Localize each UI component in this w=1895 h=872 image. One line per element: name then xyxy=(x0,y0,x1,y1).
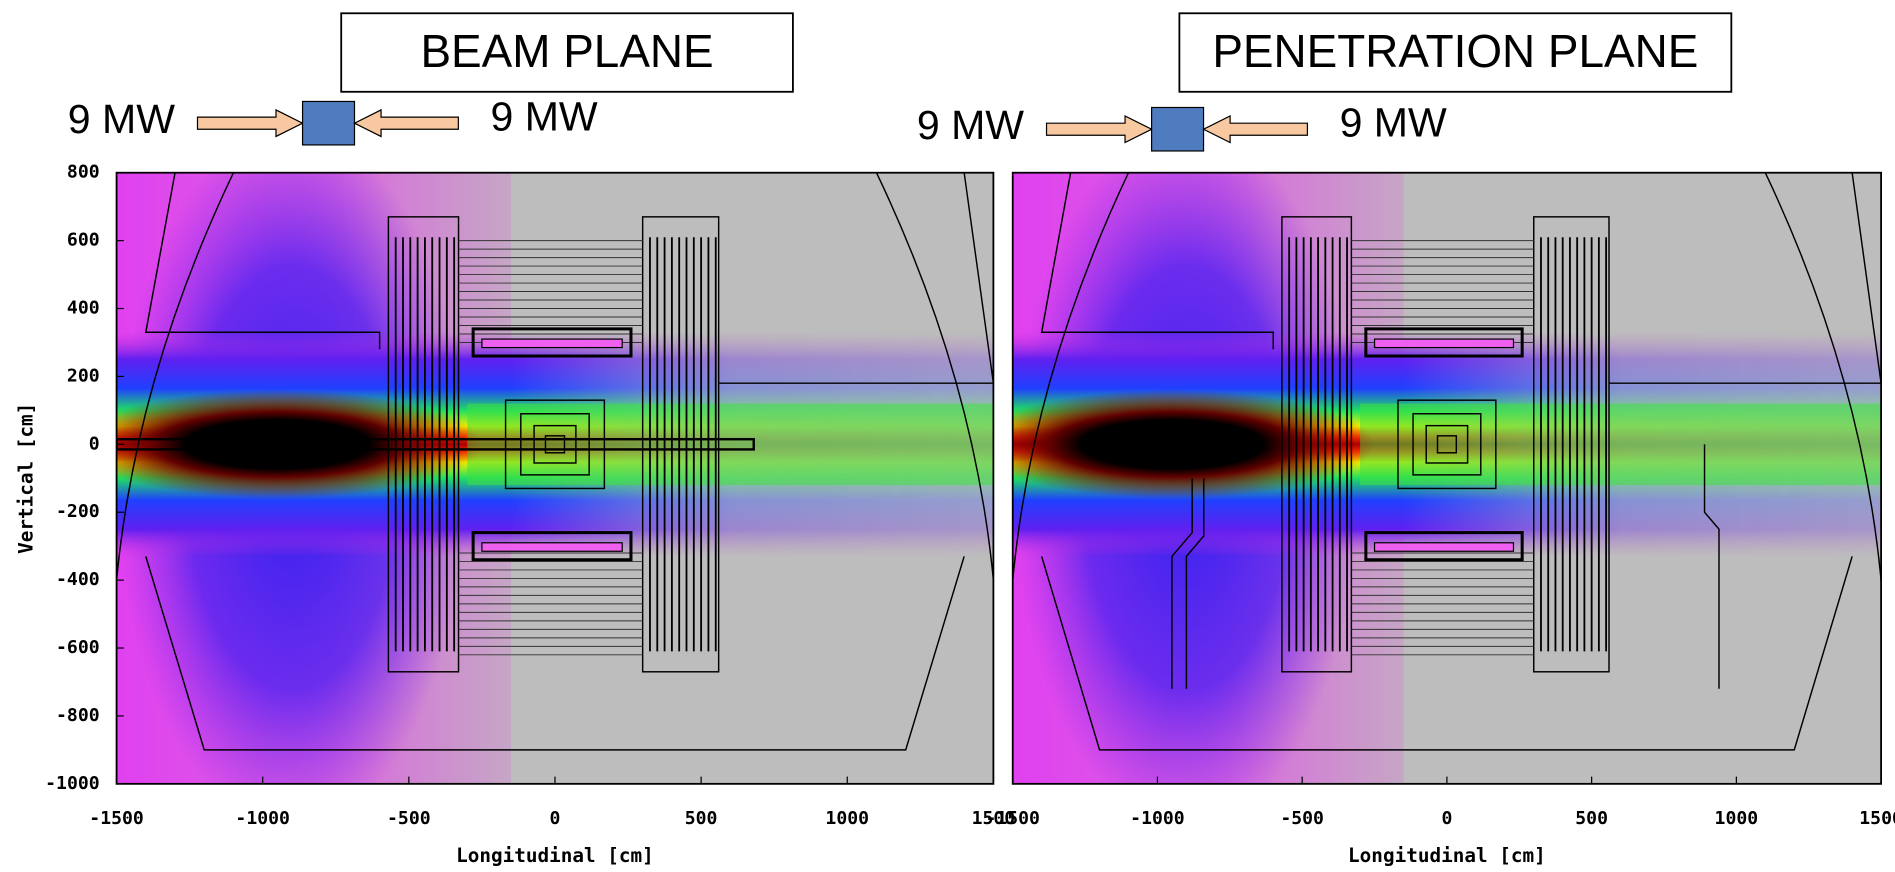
y-tick-label: -1000 xyxy=(45,773,100,794)
y-tick-label: 800 xyxy=(67,162,100,183)
detector xyxy=(1152,107,1204,150)
x-tick-label: 1000 xyxy=(825,808,869,829)
frame-inner xyxy=(482,339,622,347)
x-tick-label: 0 xyxy=(550,808,561,829)
y-tick-label: -200 xyxy=(56,501,100,522)
x-axis-label: Longitudinal [cm] xyxy=(456,844,654,867)
x-tick-label: -500 xyxy=(1280,808,1324,829)
beam-arrow xyxy=(1204,116,1308,143)
power-label: 9 MW xyxy=(1340,99,1447,145)
x-tick-label: 1000 xyxy=(1715,808,1759,829)
y-tick-label: 0 xyxy=(89,433,100,454)
y-tick-label: 200 xyxy=(67,365,100,386)
panel-title: BEAM PLANE xyxy=(420,25,713,77)
beam-arrow xyxy=(354,110,458,137)
x-axis-label: Longitudinal [cm] xyxy=(1348,844,1546,867)
y-tick-label: -600 xyxy=(56,637,100,658)
beam-arrow xyxy=(197,110,302,137)
x-tick-label: 500 xyxy=(1575,808,1608,829)
frame-inner xyxy=(1375,543,1514,551)
hot-core xyxy=(73,390,482,499)
x-tick-label: -1000 xyxy=(1130,808,1185,829)
beam-arrow xyxy=(1047,116,1152,143)
figure: BEAM PLANE 9 MW 9 MW -1500 -1000 -500 0 500 1000… xyxy=(0,0,1895,872)
x-tick-label: 0 xyxy=(1441,808,1452,829)
green-core xyxy=(467,404,993,485)
x-tick-label: -1500 xyxy=(89,808,144,829)
x-tick-label: -500 xyxy=(387,808,431,829)
x-tick-label: -1000 xyxy=(235,808,290,829)
y-axis-label: Vertical [cm] xyxy=(15,403,38,554)
heatmap xyxy=(73,124,999,832)
x-tick-label: -1500 xyxy=(985,808,1040,829)
detector xyxy=(303,101,355,144)
y-tick-label: 400 xyxy=(67,298,100,319)
power-label: 9 MW xyxy=(491,93,598,139)
y-tick-label: -400 xyxy=(56,569,100,590)
heatmap xyxy=(969,124,1886,832)
x-tick-label: 1500 xyxy=(1859,808,1895,829)
y-tick-label: 600 xyxy=(67,230,100,251)
frame-inner xyxy=(482,543,622,551)
hot-core xyxy=(969,390,1374,499)
power-label: 9 MW xyxy=(68,96,175,142)
panel-title: PENETRATION PLANE xyxy=(1212,25,1698,77)
frame-inner xyxy=(1375,339,1514,347)
page: {"panels": [ {"title": "BEAM PLANE", "le… xyxy=(0,0,1895,872)
power-label: 9 MW xyxy=(917,102,1024,148)
x-tick-label: 500 xyxy=(685,808,718,829)
y-tick-label: -800 xyxy=(56,705,100,726)
